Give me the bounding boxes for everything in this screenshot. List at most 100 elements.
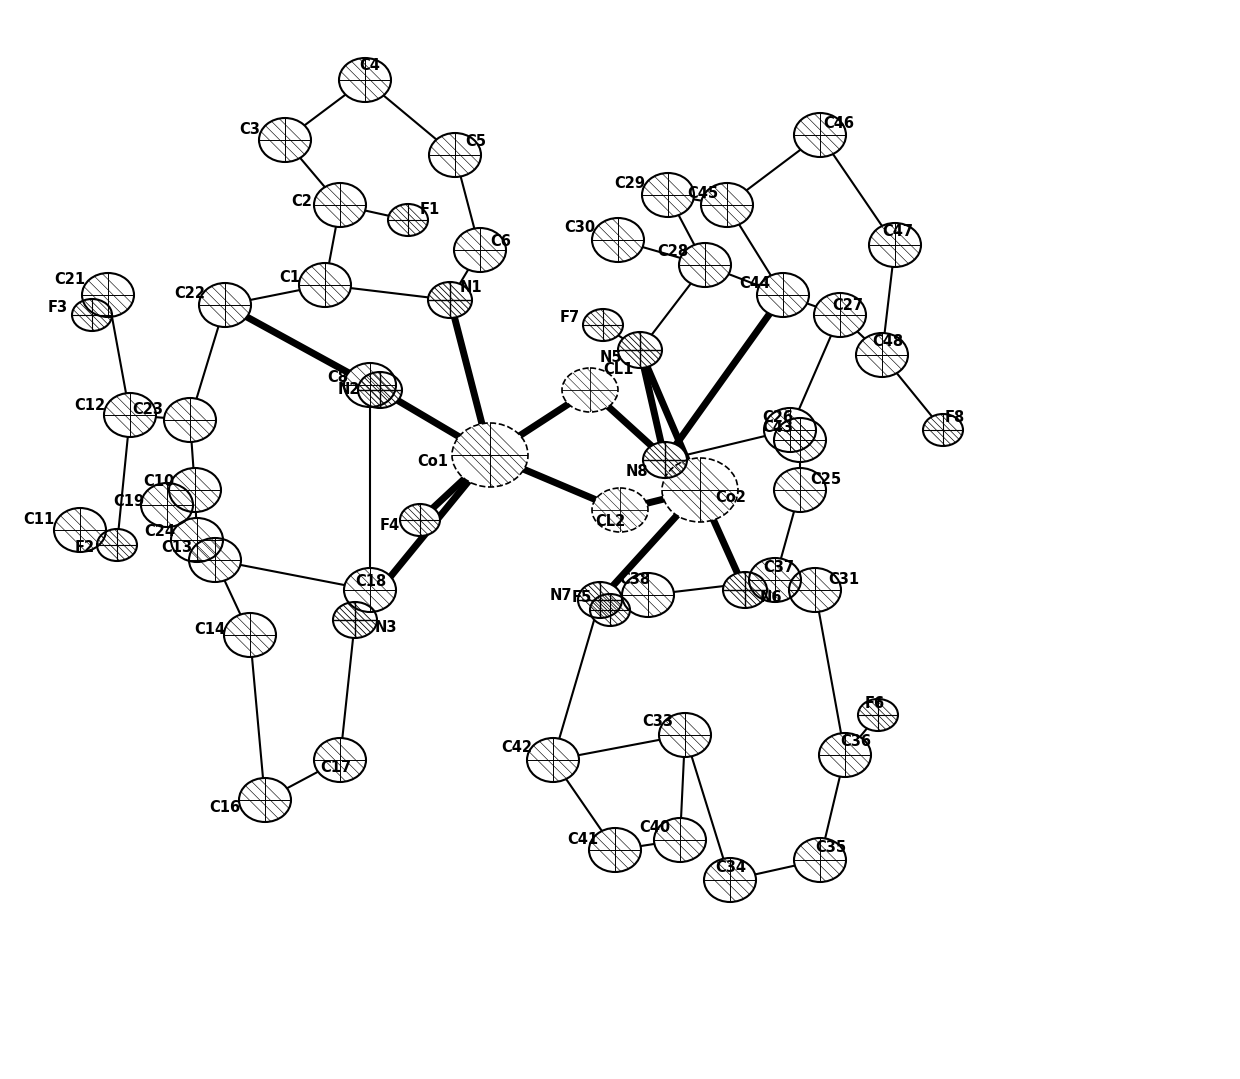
Text: Co2: Co2 [715, 490, 746, 505]
Text: N8: N8 [625, 464, 649, 479]
Text: C23: C23 [131, 402, 162, 418]
Ellipse shape [869, 223, 921, 267]
Ellipse shape [704, 858, 756, 902]
Ellipse shape [453, 423, 528, 487]
Ellipse shape [756, 273, 808, 317]
Text: C26: C26 [763, 410, 794, 425]
Ellipse shape [662, 457, 738, 522]
Ellipse shape [388, 204, 428, 236]
Ellipse shape [358, 372, 402, 408]
Text: C8: C8 [327, 370, 348, 385]
Ellipse shape [774, 418, 826, 462]
Ellipse shape [591, 218, 644, 262]
Text: C14: C14 [193, 623, 224, 638]
Ellipse shape [171, 518, 223, 562]
Text: C24: C24 [144, 524, 175, 540]
Ellipse shape [583, 309, 622, 341]
Text: C19: C19 [113, 494, 144, 509]
Ellipse shape [818, 733, 870, 777]
Ellipse shape [644, 442, 687, 478]
Text: C45: C45 [687, 186, 718, 201]
Ellipse shape [789, 568, 841, 612]
Text: F8: F8 [945, 410, 965, 425]
Ellipse shape [55, 508, 105, 552]
Text: CL2: CL2 [595, 515, 625, 530]
Text: C34: C34 [715, 860, 746, 875]
Text: C48: C48 [872, 334, 903, 350]
Text: C31: C31 [828, 573, 859, 587]
Text: C10: C10 [143, 475, 174, 490]
Text: C35: C35 [815, 841, 846, 856]
Ellipse shape [774, 468, 826, 513]
Ellipse shape [590, 595, 630, 626]
Text: C41: C41 [567, 833, 598, 847]
Text: C6: C6 [490, 234, 511, 249]
Text: C30: C30 [564, 220, 595, 235]
Ellipse shape [198, 283, 250, 327]
Ellipse shape [224, 613, 277, 657]
Text: C12: C12 [74, 397, 105, 412]
Ellipse shape [401, 504, 440, 536]
Text: C11: C11 [24, 513, 55, 528]
Text: F6: F6 [866, 696, 885, 710]
Text: F7: F7 [560, 311, 580, 326]
Text: C1: C1 [279, 271, 300, 286]
Text: N7: N7 [549, 587, 572, 602]
Ellipse shape [578, 582, 622, 618]
Ellipse shape [653, 818, 706, 862]
Text: C21: C21 [53, 273, 86, 287]
Text: C27: C27 [832, 298, 863, 313]
Text: C4: C4 [360, 57, 381, 72]
Text: C28: C28 [657, 245, 688, 260]
Ellipse shape [188, 538, 241, 582]
Text: C17: C17 [320, 761, 351, 776]
Text: C36: C36 [839, 735, 870, 750]
Ellipse shape [794, 838, 846, 882]
Ellipse shape [141, 483, 193, 527]
Text: F4: F4 [379, 518, 401, 533]
Ellipse shape [299, 263, 351, 308]
Ellipse shape [428, 282, 472, 318]
Text: N1: N1 [460, 279, 482, 295]
Text: C40: C40 [639, 820, 670, 835]
Ellipse shape [680, 243, 732, 287]
Text: C43: C43 [763, 421, 794, 436]
Text: C2: C2 [291, 194, 312, 209]
Text: C3: C3 [239, 123, 260, 137]
Ellipse shape [314, 738, 366, 782]
Ellipse shape [591, 488, 649, 532]
Text: F5: F5 [572, 590, 591, 605]
Ellipse shape [164, 398, 216, 442]
Ellipse shape [454, 228, 506, 272]
Ellipse shape [343, 568, 396, 612]
Text: N3: N3 [374, 620, 398, 636]
Ellipse shape [749, 558, 801, 602]
Text: F2: F2 [74, 541, 95, 556]
Text: C25: C25 [810, 473, 841, 488]
Text: C18: C18 [355, 574, 386, 589]
Ellipse shape [794, 113, 846, 158]
Text: N5: N5 [599, 351, 622, 366]
Text: Co1: Co1 [417, 454, 448, 469]
Ellipse shape [259, 118, 311, 162]
Ellipse shape [97, 529, 136, 561]
Text: F1: F1 [420, 203, 440, 218]
Text: C16: C16 [208, 801, 241, 816]
Ellipse shape [856, 333, 908, 377]
Text: N2: N2 [337, 382, 360, 397]
Ellipse shape [589, 828, 641, 872]
Text: C37: C37 [763, 560, 794, 575]
Ellipse shape [527, 738, 579, 782]
Text: C47: C47 [882, 224, 913, 240]
Ellipse shape [923, 414, 963, 446]
Text: F3: F3 [48, 300, 68, 315]
Ellipse shape [72, 299, 112, 331]
Ellipse shape [339, 58, 391, 103]
Text: C38: C38 [619, 573, 650, 587]
Text: C22: C22 [174, 286, 205, 300]
Ellipse shape [618, 332, 662, 368]
Ellipse shape [334, 602, 377, 638]
Ellipse shape [764, 408, 816, 452]
Text: C46: C46 [823, 115, 854, 131]
Ellipse shape [858, 699, 898, 730]
